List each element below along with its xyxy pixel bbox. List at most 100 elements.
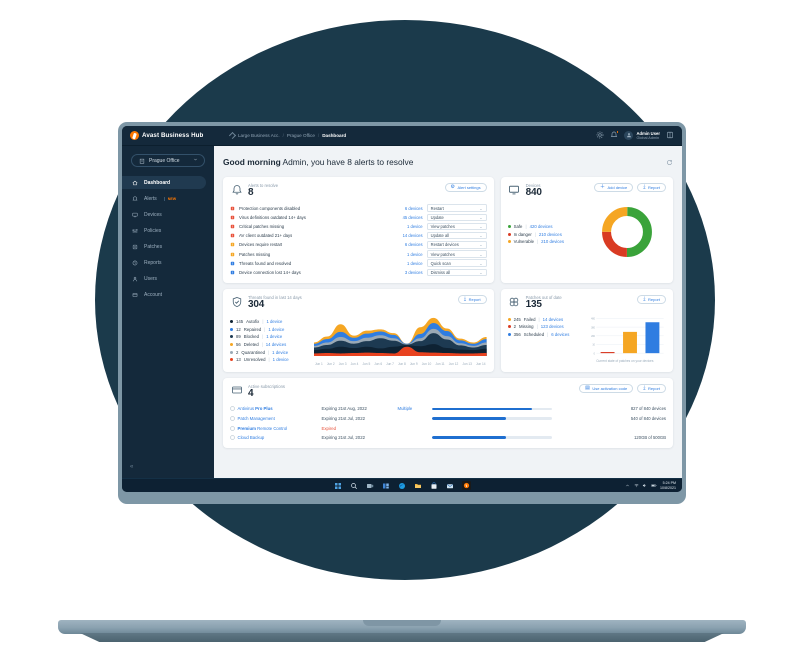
subscriptions-report-button[interactable]: ⤓ Report (637, 383, 666, 393)
app-brand[interactable]: Avast Business Hub (130, 131, 222, 140)
user-menu[interactable]: Admin User Global Admin (624, 131, 660, 141)
alert-row[interactable]: Virus definitions outdated 14+ days 45 de… (230, 213, 487, 222)
taskbar-clock[interactable]: 5:24 PM 10/8/2021 (660, 481, 676, 490)
alert-row[interactable]: Threats found and resolved 1 device Quick … (230, 259, 487, 268)
wifi-icon[interactable] (633, 483, 639, 488)
gear-icon[interactable] (596, 131, 604, 139)
legend-value[interactable]: 14 devices (265, 342, 287, 348)
x-tick-label: Jun 5 (362, 361, 371, 366)
volume-icon[interactable] (642, 483, 647, 488)
alert-action-select[interactable]: View patches ⌄ (426, 222, 487, 231)
legend-value[interactable]: 14 devices (542, 316, 564, 322)
alert-row[interactable]: Critical patches missing 1 device View pat… (230, 222, 487, 231)
threats-x-axis: Jun 1 Jun 2 Jun 3 Jun 4 Jun 5 Jun 6 Jun 7 Jun 8… (314, 362, 487, 366)
sidebar-item-account[interactable]: Account (122, 288, 214, 301)
legend-value[interactable]: 210 devices (541, 239, 565, 245)
file-explorer-icon[interactable] (414, 481, 423, 490)
notification-bell-icon[interactable] (610, 130, 620, 139)
subscription-extra[interactable]: Multiple (397, 406, 413, 412)
alert-action-select[interactable]: Restart devices ⌄ (426, 241, 487, 249)
edge-icon[interactable] (398, 481, 407, 490)
legend-value[interactable]: 1 device (272, 349, 289, 355)
alert-row[interactable]: Device connection lost 14+ days 3 devices… (230, 268, 487, 277)
legend-value[interactable]: 123 devices (540, 324, 564, 330)
task-view-icon[interactable] (366, 481, 375, 490)
alert-device-count[interactable]: 6 devices (404, 242, 423, 248)
alert-row[interactable]: Patches missing 1 device View patches ⌄ (230, 249, 487, 258)
sidebar-item-patches[interactable]: Patches (122, 240, 214, 253)
help-book-icon[interactable] (666, 131, 674, 139)
avast-icon[interactable] (461, 481, 471, 490)
alert-device-count[interactable]: 45 devices (402, 214, 423, 220)
legend-value[interactable]: 1 device (272, 357, 289, 363)
breadcrumb-item-1[interactable]: Prague Office (286, 133, 315, 138)
sidebar-collapse-button[interactable]: « (130, 464, 134, 470)
subscription-row[interactable]: Patch Management Expiring 21st Jul, 2022 5… (230, 414, 666, 424)
alerts-card-header: Alerts to resolve 8 ⚙ Alert settings (230, 183, 487, 199)
sidebar-item-alerts[interactable]: Alerts NEW (122, 192, 214, 205)
subscription-name[interactable]: Cloud Backup (237, 435, 265, 441)
new-badge: NEW (163, 196, 176, 201)
alerts-card-actions: ⚙ Alert settings (444, 183, 487, 192)
chevron-up-icon[interactable] (625, 483, 630, 488)
alert-action-select[interactable]: Dismiss all ⌄ (426, 268, 487, 277)
sidebar-item-users[interactable]: Users (122, 272, 214, 285)
sidebar-item-devices[interactable]: Devices (122, 208, 214, 221)
alert-action-select[interactable]: Update ⌄ (426, 213, 487, 222)
threats-report-button[interactable]: ⤓ Report (457, 295, 487, 305)
alert-device-count[interactable]: 1 device (407, 224, 423, 229)
alert-action-select[interactable]: Quick scan ⌄ (426, 259, 487, 268)
subscription-row[interactable]: Cloud Backup Expiring 21st Jul, 2022 120GB… (230, 433, 666, 443)
alert-action-select[interactable]: View patches ⌄ (426, 250, 487, 258)
store-icon[interactable] (430, 481, 439, 490)
office-selector[interactable]: Prague Office (131, 154, 205, 167)
alert-device-count[interactable]: 6 devices (404, 205, 423, 211)
shield-alert-icon (230, 233, 235, 238)
devices-donut (600, 205, 654, 264)
alert-row[interactable]: AV client outdated 21+ days 14 devices Upd… (230, 231, 487, 240)
battery-icon[interactable] (650, 483, 657, 488)
legend-value[interactable]: 6 devices (551, 332, 570, 338)
subscription-expiry: Expiring 21st Aug, 2022 (321, 406, 367, 412)
mail-icon[interactable] (446, 481, 455, 490)
refresh-icon[interactable] (666, 153, 673, 171)
subscription-row[interactable]: Premium Remote Control Expired (230, 423, 666, 433)
legend-value[interactable]: 1 device (266, 319, 283, 325)
legend-value[interactable]: 210 devices (538, 231, 562, 237)
keyboard-icon: ▤ (585, 384, 590, 391)
subscription-name[interactable]: Premium Remote Control (237, 425, 288, 431)
devices-report-button[interactable]: ⤓ Report (637, 183, 666, 192)
sidebar-item-label: Policies (144, 227, 162, 234)
patches-report-button[interactable]: ⤓ Report (637, 295, 666, 305)
sidebar-item-dashboard[interactable]: Dashboard (122, 176, 206, 189)
sidebar-item-reports[interactable]: Reports (122, 256, 214, 269)
subscription-name[interactable]: Patch Management (237, 415, 275, 421)
shield-icon (230, 406, 236, 411)
patches-legend: 245 Failed | 14 devices 2 Missing | 123 devices… (507, 316, 580, 363)
breadcrumb-item-0[interactable]: Large Business Acc. (238, 133, 280, 138)
alert-row[interactable]: Protection components disabled 6 devices R… (230, 204, 487, 213)
legend-value[interactable]: 1 device (266, 334, 283, 340)
alert-device-count[interactable]: 14 devices (402, 233, 423, 239)
use-activation-code-button[interactable]: ▤ Use activation code (579, 383, 634, 393)
search-icon[interactable] (350, 481, 359, 490)
widgets-icon[interactable] (382, 481, 391, 490)
alert-action-select[interactable]: Update all ⌄ (426, 231, 487, 240)
alert-device-count[interactable]: 1 device (407, 260, 423, 266)
add-device-button[interactable]: ＋ Add device (593, 183, 634, 192)
alert-settings-button[interactable]: ⚙ Alert settings (444, 183, 487, 192)
legend-value[interactable]: 1 device (268, 326, 285, 332)
app-topbar: Avast Business Hub Large Business Acc. /… (122, 126, 682, 146)
alert-action-select[interactable]: Restart ⌄ (426, 204, 487, 212)
alert-row[interactable]: Devices require restart 6 devices Restart … (230, 240, 487, 249)
alert-device-count[interactable]: 1 device (407, 251, 423, 257)
bell-outline-icon (230, 183, 243, 196)
legend-value[interactable]: 420 devices (529, 223, 553, 229)
subscription-name[interactable]: Antivirus Pro Plus (237, 406, 273, 412)
taskbar-tray: 5:24 PM 10/8/2021 (625, 481, 676, 490)
subscription-row[interactable]: Antivirus Pro Plus Expiring 21st Aug, 202… (230, 404, 666, 414)
alert-device-count[interactable]: 3 devices (404, 269, 423, 275)
page-title: Good morning Admin, you have 8 alerts to… (223, 157, 413, 167)
start-icon[interactable] (334, 481, 343, 490)
sidebar-item-policies[interactable]: Policies (122, 224, 214, 237)
